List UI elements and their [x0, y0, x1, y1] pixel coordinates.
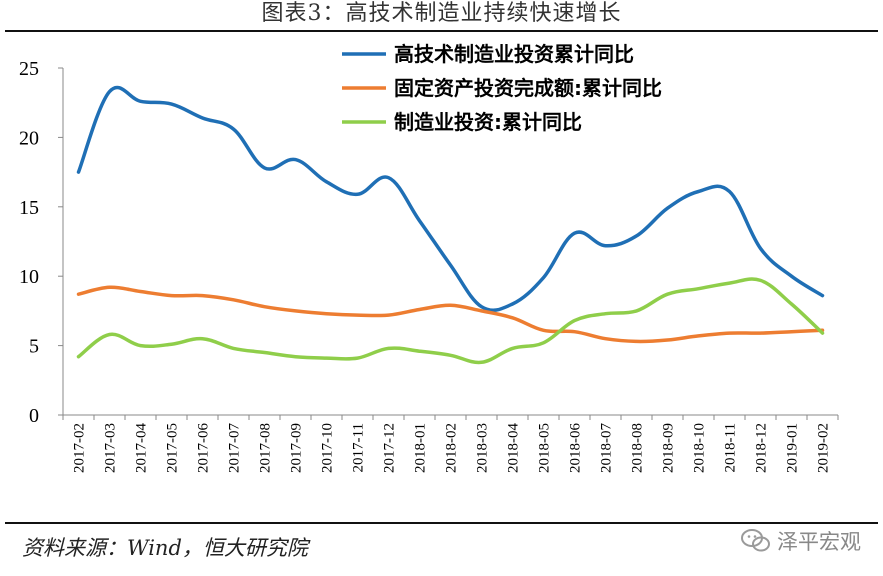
x-tick-label: 2017-04: [134, 423, 150, 473]
x-tick-label: 2018-04: [506, 423, 522, 473]
x-tick-label: 2017-05: [165, 423, 181, 473]
y-tick-label: 20: [19, 127, 39, 149]
x-tick-label: 2018-08: [630, 423, 646, 473]
x-tick-label: 2018-06: [568, 423, 584, 473]
x-tick-label: 2018-03: [475, 423, 491, 473]
x-tick-label: 2017-06: [196, 423, 212, 473]
y-tick-label: 0: [29, 405, 39, 427]
bottom-rule: [5, 522, 878, 524]
watermark: 泽平宏观: [741, 526, 861, 556]
axes: 0 5 10 15 20 25 2017-02 2017-03 2017-04 2017-05 20…: [19, 58, 839, 473]
x-tick-label: 2018-05: [537, 423, 553, 473]
x-tick-label: 2017-12: [382, 423, 398, 473]
wechat-icon: [741, 528, 771, 554]
legend-label-3: 制造业投资:累计同比: [394, 110, 582, 134]
series-line-3: [76, 277, 825, 365]
x-tick-label: 2017-02: [72, 423, 88, 473]
top-rule: [5, 30, 878, 32]
x-tick-label: 2018-07: [599, 423, 615, 473]
watermark-text: 泽平宏观: [777, 530, 861, 554]
x-tick-label: 2017-09: [289, 423, 305, 473]
x-tick-label: 2018-10: [692, 423, 708, 473]
series-line-1: [76, 85, 825, 313]
x-tick-label: 2017-03: [103, 423, 119, 473]
y-tick-label: 25: [19, 58, 39, 80]
x-tick-label: 2018-01: [413, 423, 429, 473]
y-tick-label: 15: [19, 197, 39, 219]
x-tick-label: 2017-11: [351, 423, 367, 472]
legend-label-1: 高技术制造业投资累计同比: [394, 42, 634, 66]
series-lines: [76, 85, 825, 365]
chart-title: 图表3：高技术制造业持续快速增长: [261, 1, 622, 26]
series-line-2: [76, 285, 825, 344]
x-tick-label: 2018-09: [661, 423, 677, 473]
y-tick-label: 5: [29, 336, 39, 358]
x-tick-label: 2019-01: [785, 423, 801, 473]
x-tick-label: 2018-11: [723, 423, 739, 472]
x-tick-label: 2018-02: [444, 423, 460, 473]
line-chart: 0 5 10 15 20 25 2017-02 2017-03 2017-04 2017-05 20…: [19, 42, 839, 473]
source-note: 资料来源：Wind，恒大研究院: [22, 536, 308, 560]
x-tick-label: 2017-10: [320, 423, 336, 473]
y-tick-label: 10: [19, 266, 39, 288]
x-tick-label: 2017-07: [227, 423, 243, 473]
x-tick-label: 2019-02: [816, 423, 832, 473]
x-tick-label: 2018-12: [754, 423, 770, 473]
x-tick-label: 2017-08: [258, 423, 274, 473]
legend-label-2: 固定资产投资完成额:累计同比: [394, 76, 662, 100]
